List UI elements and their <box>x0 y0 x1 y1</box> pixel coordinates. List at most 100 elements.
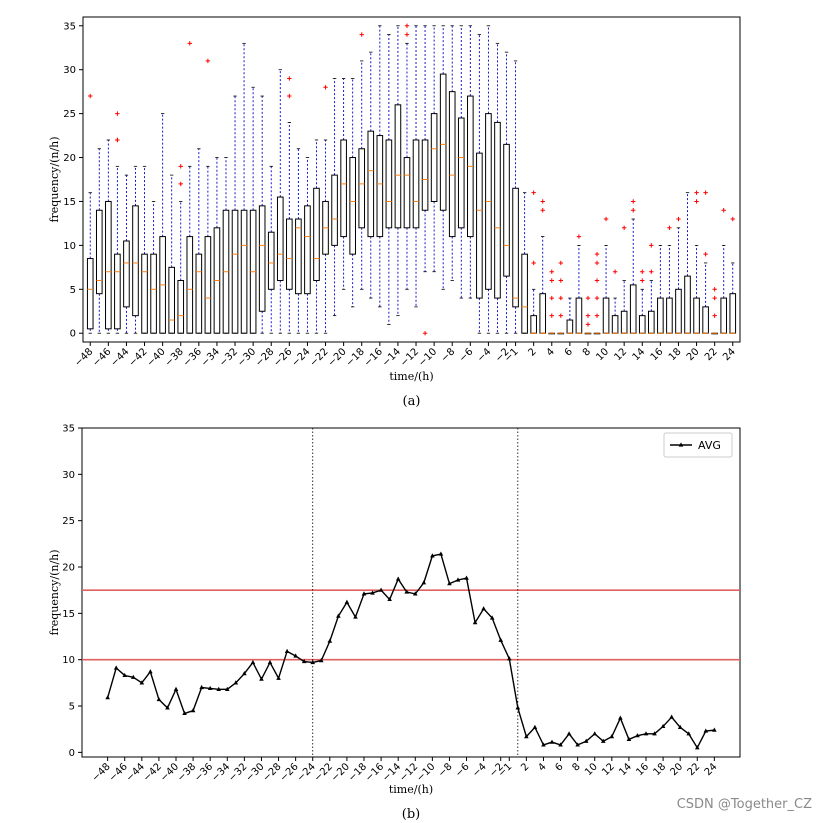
box--34 <box>213 157 221 334</box>
box-iqr <box>295 218 302 295</box>
box--36 <box>195 148 203 334</box>
x-tick-label: −6 <box>453 761 471 779</box>
avg-point <box>387 596 392 602</box>
avg-point <box>515 705 521 710</box>
box-19 <box>684 192 691 334</box>
avg-point <box>686 731 692 736</box>
box--20 <box>340 78 347 290</box>
flier-point <box>558 260 564 266</box>
flier-point <box>404 32 410 37</box>
avg-point <box>173 686 179 691</box>
x-tick-label: −30 <box>236 346 259 369</box>
box-7 <box>575 234 583 334</box>
x-tick-label: −8 <box>436 761 454 779</box>
box--43 <box>132 165 139 334</box>
box-iqr <box>439 73 447 211</box>
box-20 <box>693 190 700 334</box>
x-tick-label: −36 <box>181 346 204 369</box>
box-6 <box>566 297 574 334</box>
reference-lines <box>82 428 740 757</box>
box-iqr <box>638 315 646 334</box>
y-tick-label: 20 <box>62 563 75 574</box>
box-iqr <box>105 200 112 330</box>
box-iqr <box>457 117 465 229</box>
x-tick-label: 4 <box>536 761 548 773</box>
box--13 <box>403 23 411 290</box>
y-tick-label: 30 <box>63 65 76 76</box>
box-iqr <box>530 315 537 334</box>
avg-point <box>139 680 145 685</box>
flier-point <box>178 181 183 187</box>
avg-point <box>430 553 435 558</box>
box-iqr <box>231 209 239 334</box>
box-iqr <box>276 196 284 282</box>
y-tick-label: 20 <box>63 153 76 164</box>
legend-entry-avg: AVG <box>698 439 721 452</box>
box-iqr <box>620 310 628 334</box>
box-iqr <box>394 104 402 229</box>
avg-point <box>267 659 273 665</box>
x-tick-label: −20 <box>326 346 349 369</box>
avg-point <box>344 599 350 604</box>
x-tick-label: −18 <box>344 346 367 369</box>
box--45 <box>114 111 121 334</box>
box-iqr <box>132 205 139 317</box>
box--42 <box>141 165 148 334</box>
y-tick-label: 0 <box>70 329 76 340</box>
box--25 <box>295 148 302 334</box>
x-tick-label: 18 <box>651 761 668 778</box>
avg-point <box>199 684 204 690</box>
x-tick-label: −48 <box>73 346 96 369</box>
box-iqr <box>186 236 194 334</box>
avg-point <box>549 739 555 744</box>
x-tick-label: −4 <box>475 346 493 364</box>
avg-point <box>310 659 316 665</box>
flier-point <box>667 225 672 231</box>
avg-point <box>703 728 709 733</box>
box--12 <box>412 25 420 308</box>
box-iqr <box>720 297 728 334</box>
box-17 <box>666 225 673 334</box>
y-tick-label: 25 <box>63 109 76 120</box>
x-tick-label: 6 <box>553 761 565 773</box>
x-tick-label: −12 <box>398 346 421 369</box>
box--2 <box>503 51 510 334</box>
flier-point <box>585 295 591 301</box>
flier-point <box>631 208 636 213</box>
flier-point <box>540 199 545 204</box>
flier-point <box>549 269 554 274</box>
box-iqr <box>349 157 356 255</box>
line-plot-area <box>81 427 741 758</box>
box-12 <box>620 225 628 334</box>
flier-point <box>640 278 645 283</box>
y-tick-label: 35 <box>63 21 76 32</box>
boxplot-x-axis: −48−46−44−42−40−38−36−34−32−30−28−26−24−… <box>73 342 738 369</box>
avg-point <box>148 669 153 674</box>
avg-point <box>233 680 239 685</box>
box--1 <box>512 60 519 334</box>
x-tick-label: 20 <box>685 346 702 363</box>
avg-point <box>481 606 486 611</box>
avg-point <box>105 695 110 700</box>
flier-point <box>531 190 536 195</box>
panel-label-b: (b) <box>402 807 420 822</box>
box-13 <box>629 199 637 334</box>
y-tick-label: 10 <box>62 655 75 666</box>
avg-point <box>447 581 452 586</box>
x-tick-label: −10 <box>415 761 438 784</box>
flier-point <box>205 58 211 64</box>
flier-point <box>612 269 618 274</box>
avg-point <box>438 551 444 556</box>
flier-point <box>422 331 428 336</box>
avg-point <box>395 576 401 581</box>
box-2 <box>530 190 537 334</box>
avg-point <box>694 745 700 750</box>
x-tick-label: −32 <box>217 346 240 369</box>
box-iqr <box>114 253 121 330</box>
flier-point <box>631 199 636 204</box>
avg-point <box>284 648 290 653</box>
x-tick-label: −6 <box>457 346 475 364</box>
